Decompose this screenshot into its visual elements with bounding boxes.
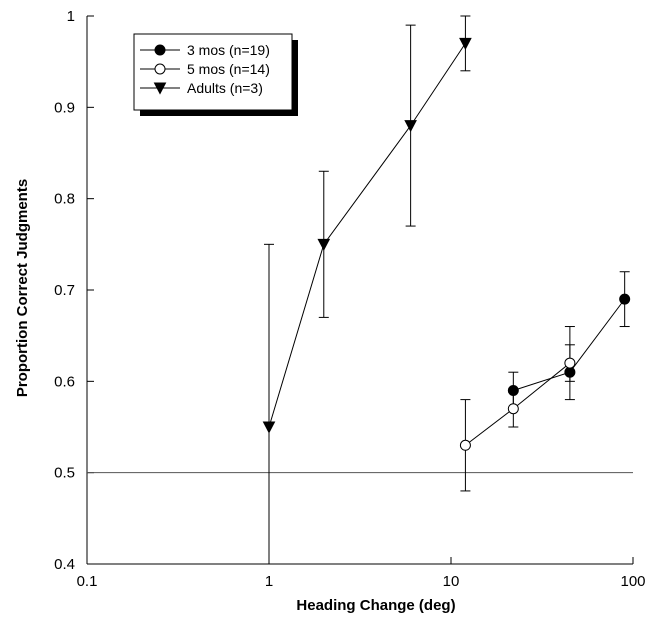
x-tick-label: 10 (443, 573, 460, 590)
data-point (564, 357, 576, 369)
y-tick-label: 0.7 (54, 282, 75, 299)
legend-label: Adults (n=3) (187, 80, 263, 96)
data-point (262, 421, 276, 434)
legend: 3 mos (n=19) 5 mos (n=14) Adults (n=3) (133, 33, 298, 116)
data-point (619, 293, 631, 305)
legend-item-2: Adults (n=3) (140, 80, 263, 96)
data-point (404, 120, 417, 133)
series-0 (507, 271, 631, 410)
x-axis-title: Heading Change (deg) (296, 597, 455, 614)
x-tick-label: 100 (620, 573, 645, 590)
data-point (317, 238, 331, 251)
legend-label: 5 mos (n=14) (187, 61, 270, 77)
legend-item-0: 3 mos (n=19) (140, 42, 270, 58)
y-tick-label: 0.9 (54, 99, 75, 116)
legend-marker (154, 44, 166, 56)
data-point (459, 37, 472, 50)
legend-item-1: 5 mos (n=14) (140, 61, 270, 77)
x-tick-label: 0.1 (77, 573, 98, 590)
y-tick-label: 0.4 (54, 556, 75, 573)
series-group (262, 15, 631, 565)
y-tick-label: 0.8 (54, 191, 75, 208)
data-point (459, 439, 471, 451)
y-tick-label: 1 (67, 8, 75, 25)
legend-marker (153, 82, 167, 95)
y-axis-title: Proportion Correct Judgments (14, 179, 31, 397)
y-tick-label: 0.6 (54, 373, 75, 390)
legend-marker (154, 63, 166, 75)
data-point (507, 403, 519, 415)
series-1 (459, 326, 576, 492)
series-line (465, 362, 571, 446)
x-tick-label: 1 (265, 573, 273, 590)
series-line (268, 43, 466, 428)
series-2 (262, 15, 472, 565)
legend-label: 3 mos (n=19) (187, 42, 270, 58)
y-tick-label: 0.5 (54, 465, 75, 482)
